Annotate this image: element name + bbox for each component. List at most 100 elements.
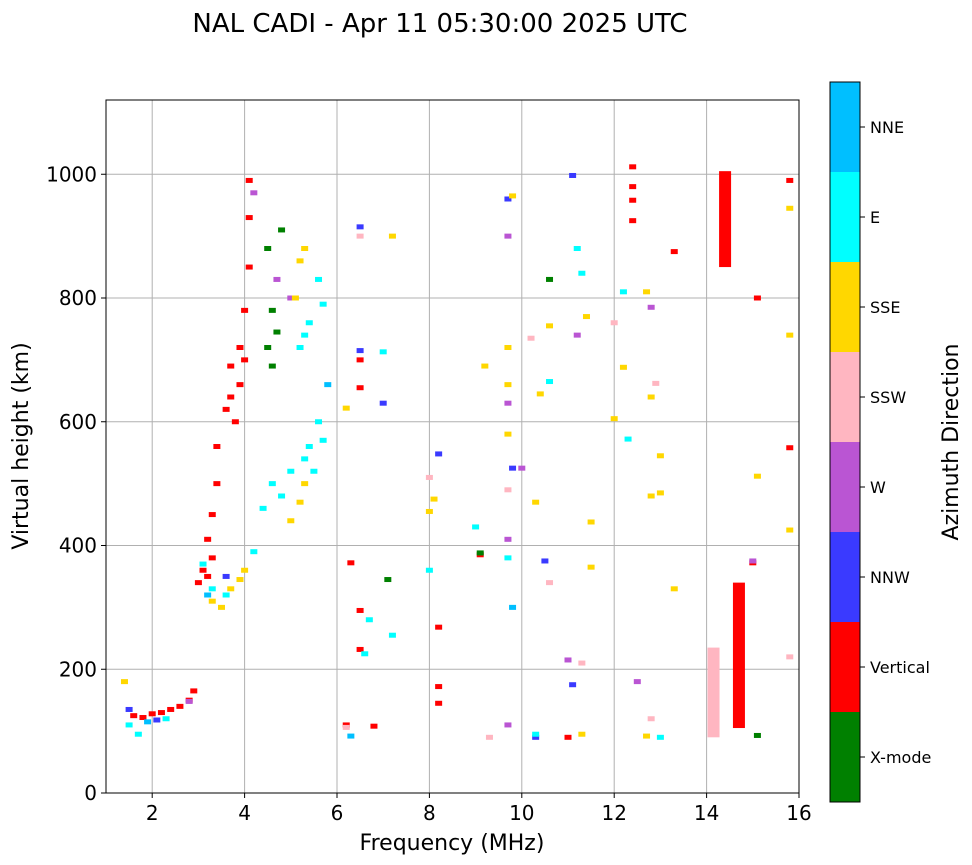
data-point-e — [425, 567, 433, 573]
data-point-vertical — [356, 607, 364, 613]
data-point-sse — [208, 598, 216, 604]
data-point-sse — [291, 295, 299, 301]
data-point-vertical — [356, 385, 364, 391]
data-point-vertical — [199, 567, 207, 573]
y-tick-label: 1000 — [46, 162, 97, 186]
data-point-vertical — [245, 264, 253, 270]
data-point-sse — [643, 289, 651, 295]
data-point-e — [379, 349, 387, 355]
data-point-nne — [204, 592, 212, 598]
data-point-e — [532, 731, 540, 737]
data-point-sse — [753, 473, 761, 479]
data-point-sse — [236, 577, 244, 583]
data-point-e — [319, 437, 327, 443]
data-point-vertical — [670, 249, 678, 255]
data-point-sse — [578, 731, 586, 737]
data-point-vertical — [236, 345, 244, 350]
data-point-sse — [241, 567, 249, 573]
data-point-vertical — [356, 646, 364, 652]
plot-frame — [105, 99, 800, 794]
data-point-e — [199, 561, 207, 567]
data-point-vertical — [435, 624, 443, 630]
data-point-e — [259, 505, 267, 511]
data-point-sse — [296, 499, 304, 505]
data-point-x-mode — [268, 307, 276, 313]
y-tick-label: 0 — [84, 781, 97, 805]
data-point-sse — [481, 363, 489, 369]
data-point-w — [504, 233, 512, 239]
y-tick-label: 400 — [59, 534, 97, 558]
data-point-w — [647, 304, 655, 310]
colorbar-swatch-nne — [830, 82, 860, 172]
y-tick-label: 600 — [59, 410, 97, 434]
data-point-sse — [647, 394, 655, 400]
data-point-vertical — [231, 419, 239, 425]
data-point-x-mode — [384, 577, 392, 583]
data-band-vertical — [732, 582, 745, 729]
y-axis-label: Virtual height (km) — [9, 342, 34, 549]
data-point-ssw — [342, 724, 350, 730]
data-point-vertical — [204, 573, 212, 579]
data-point-vertical — [222, 406, 230, 412]
data-point-vertical — [176, 703, 184, 709]
data-point-sse — [582, 314, 590, 320]
data-point-nnw — [153, 717, 161, 723]
colorbar-tick-label: Vertical — [870, 658, 930, 677]
data-point-nnw — [509, 465, 517, 471]
colorbar: X-mode Vertical NNW W SSW SSE E NNE — [830, 82, 931, 802]
data-point-sse — [786, 527, 794, 533]
data-point-sse — [610, 416, 618, 422]
data-point-sse — [532, 499, 540, 505]
data-point-sse — [509, 193, 517, 199]
grid-lines — [106, 100, 800, 794]
data-band-vertical — [719, 171, 732, 268]
data-point-w — [504, 536, 512, 542]
data-point-vertical — [190, 688, 198, 694]
colorbar-swatch-w — [830, 442, 860, 532]
x-tick-label: 14 — [694, 801, 719, 825]
data-point-ssw — [652, 380, 660, 386]
chart-title: NAL CADI - Apr 11 05:30:00 2025 UTC — [192, 9, 687, 39]
data-point-nnw — [125, 706, 133, 712]
data-point-e — [208, 586, 216, 592]
colorbar-label: Azimuth Direction — [939, 343, 964, 540]
data-point-x-mode — [476, 550, 484, 556]
data-point-nnw — [356, 348, 364, 354]
data-point-nnw — [569, 682, 577, 688]
data-point-ssw — [786, 654, 794, 660]
colorbar-tick-label: NNW — [870, 568, 910, 587]
data-point-e — [125, 722, 133, 728]
data-point-e — [319, 301, 327, 307]
data-point-e — [301, 456, 309, 462]
x-tick-label: 16 — [786, 801, 811, 825]
data-point-vertical — [786, 177, 794, 183]
x-tick-label: 2 — [146, 801, 159, 825]
colorbar-tick-label: E — [870, 208, 880, 227]
data-point-e — [472, 524, 480, 530]
data-point-ssw — [485, 734, 493, 740]
data-point-sse — [643, 733, 651, 739]
colorbar-swatch-x-mode — [830, 712, 860, 802]
data-point-sse — [587, 564, 595, 570]
data-point-e — [310, 468, 318, 474]
data-point-nnw — [532, 734, 540, 740]
data-point-vertical — [208, 555, 216, 561]
data-point-vertical — [629, 197, 637, 203]
data-point-e — [315, 419, 323, 425]
data-point-e — [250, 549, 258, 555]
data-point-vertical — [167, 706, 175, 712]
data-point-sse — [504, 382, 512, 388]
data-point-vertical — [753, 295, 761, 301]
data-point-sse — [287, 518, 295, 524]
data-point-vertical — [241, 307, 249, 313]
data-point-vertical — [629, 164, 637, 170]
data-point-vertical — [347, 560, 355, 566]
data-point-sse — [296, 258, 304, 264]
data-point-x-mode — [753, 732, 761, 738]
data-point-sse — [504, 345, 512, 350]
data-point-w — [250, 190, 258, 196]
data-point-sse — [536, 391, 544, 397]
data-point-e — [504, 555, 512, 561]
colorbar-tick-label: W — [870, 478, 886, 497]
data-point-sse — [342, 405, 350, 411]
